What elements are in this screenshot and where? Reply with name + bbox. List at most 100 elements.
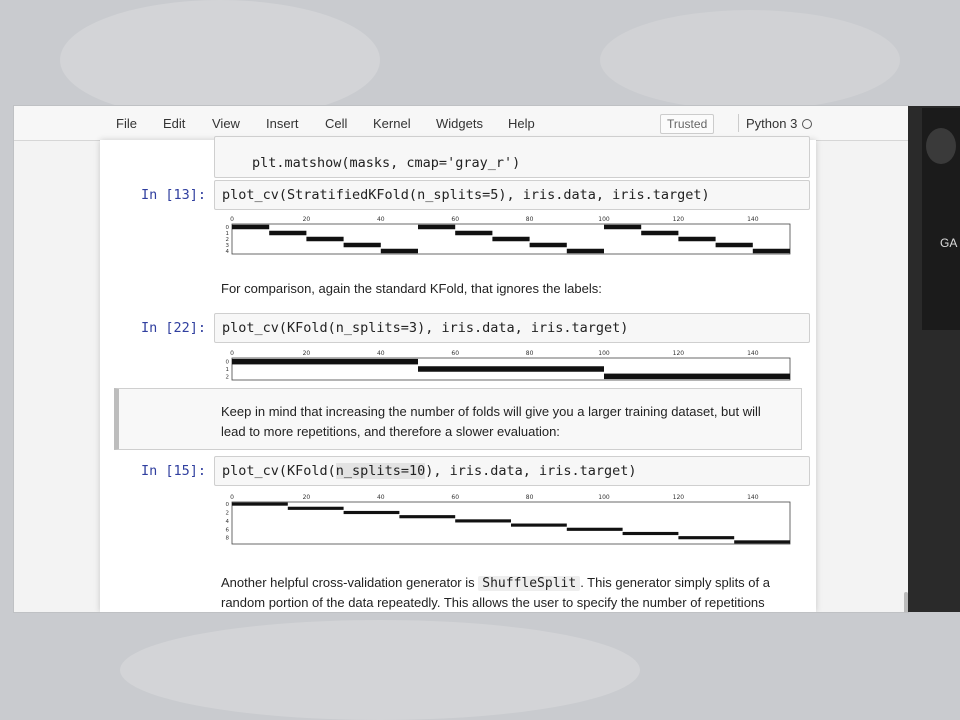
cell-prompt: In [15]: xyxy=(140,463,206,479)
test-fold-segment xyxy=(566,527,623,531)
y-tick-label: 2 xyxy=(226,511,230,517)
test-fold-segment xyxy=(715,242,753,248)
y-tick-label: 4 xyxy=(226,519,230,525)
test-fold-segment xyxy=(343,242,381,248)
x-tick-label: 100 xyxy=(598,494,610,501)
markdown-text: Another helpful cross-validation generat… xyxy=(221,573,770,594)
menu-insert[interactable]: Insert xyxy=(266,116,299,131)
markdown-text: Another helpful cross-validation generat… xyxy=(221,575,479,590)
x-tick-label: 20 xyxy=(303,350,311,357)
y-tick-label: 3 xyxy=(226,243,230,249)
x-tick-label: 80 xyxy=(526,216,534,223)
test-fold-segment xyxy=(455,519,511,523)
x-tick-label: 20 xyxy=(303,216,311,223)
code-line: plot_cv(KFold(n_splits=3), iris.data, ir… xyxy=(222,320,629,336)
cell-prompt: In [22]: xyxy=(140,320,206,336)
x-tick-label: 120 xyxy=(673,494,685,501)
code-cell-input[interactable] xyxy=(214,313,810,343)
test-fold-segment xyxy=(734,540,790,544)
test-fold-segment xyxy=(678,536,735,540)
x-tick-label: 140 xyxy=(747,350,759,357)
x-tick-label: 0 xyxy=(230,350,234,357)
background-blob xyxy=(60,0,380,120)
y-tick-label: 1 xyxy=(226,231,230,237)
test-fold-segment xyxy=(455,230,493,236)
menu-view[interactable]: View xyxy=(212,116,240,131)
webcam-figure xyxy=(926,128,956,164)
test-fold-segment xyxy=(641,230,679,236)
y-tick-label: 1 xyxy=(226,367,230,373)
code-line: plot_cv(KFold(n_splits=10), iris.data, i… xyxy=(222,463,637,479)
test-fold-segment xyxy=(511,523,567,527)
test-fold-segment xyxy=(604,373,790,380)
highlighted-code: n_splits=10 xyxy=(335,463,426,479)
x-tick-label: 60 xyxy=(451,494,459,501)
x-tick-label: 40 xyxy=(377,494,385,501)
test-fold-segment xyxy=(399,515,456,519)
kernel-name[interactable]: Python 3 xyxy=(746,116,798,131)
y-tick-label: 8 xyxy=(226,536,230,542)
x-tick-label: 60 xyxy=(451,350,459,357)
test-fold-segment xyxy=(306,236,344,242)
notebook-window: File Edit View Insert Cell Kernel Widget… xyxy=(14,106,908,612)
test-fold-segment xyxy=(232,358,418,365)
menu-edit[interactable]: Edit xyxy=(163,116,186,131)
trusted-badge[interactable]: Trusted xyxy=(660,114,715,134)
webcam-text: GA xyxy=(940,236,958,250)
y-tick-label: 0 xyxy=(226,225,230,231)
x-tick-label: 140 xyxy=(747,216,759,223)
test-fold-segment xyxy=(678,236,716,242)
x-tick-label: 20 xyxy=(303,494,311,501)
test-fold-segment xyxy=(529,242,567,248)
y-tick-label: 6 xyxy=(226,527,230,533)
code-cell-input[interactable] xyxy=(214,180,810,210)
markdown-text: . This generator simply splits of a xyxy=(580,575,770,590)
x-tick-label: 140 xyxy=(747,494,759,501)
markdown-text: For comparison, again the standard KFold… xyxy=(221,281,602,296)
cv-plot-kfold-10: 0 20 40 60 80 100 120 140 0 2 4 6 8 xyxy=(226,494,791,545)
test-fold-segment xyxy=(343,510,400,515)
x-tick-label: 120 xyxy=(673,216,685,223)
kernel-status-icon xyxy=(802,119,812,129)
inline-code: ShuffleSplit xyxy=(478,576,581,591)
test-fold-segment xyxy=(418,224,456,230)
x-tick-label: 100 xyxy=(598,216,610,223)
test-fold-segment xyxy=(269,230,307,236)
x-tick-label: 40 xyxy=(377,350,385,357)
code-text: plot_cv(KFold( xyxy=(222,463,336,479)
code-cell-input[interactable] xyxy=(214,136,810,178)
selected-markdown-cell[interactable] xyxy=(114,388,802,450)
code-line: plt.matshow(masks, cmap='gray_r') xyxy=(252,155,521,171)
x-tick-label: 120 xyxy=(673,350,685,357)
test-fold-segment xyxy=(232,224,270,230)
x-tick-label: 80 xyxy=(526,350,534,357)
test-fold-segment xyxy=(492,236,530,242)
x-tick-label: 80 xyxy=(526,494,534,501)
menu-kernel[interactable]: Kernel xyxy=(373,116,411,131)
test-fold-segment xyxy=(287,506,344,510)
background-blob xyxy=(600,10,900,110)
menu-bar: File Edit View Insert Cell Kernel Widget… xyxy=(14,106,908,141)
y-tick-label: 2 xyxy=(226,237,230,243)
cell-prompt: In [13]: xyxy=(140,187,206,203)
scrollbar[interactable] xyxy=(904,592,908,612)
code-cell-input[interactable] xyxy=(214,456,810,486)
menu-help[interactable]: Help xyxy=(508,116,535,131)
menu-file[interactable]: File xyxy=(116,116,137,131)
markdown-text: lead to more repetitions, and therefore … xyxy=(221,424,560,439)
background-blob xyxy=(120,620,640,720)
test-fold-segment xyxy=(232,502,288,506)
notebook-container: plt.matshow(masks, cmap='gray_r') In [13… xyxy=(100,136,816,612)
y-tick-label: 4 xyxy=(226,249,230,255)
test-fold-segment xyxy=(752,248,790,254)
test-fold-segment xyxy=(566,248,604,254)
menu-cell[interactable]: Cell xyxy=(325,116,348,131)
x-tick-label: 40 xyxy=(377,216,385,223)
markdown-text: random portion of the data repeatedly. T… xyxy=(221,595,765,610)
test-fold-segment xyxy=(380,248,418,254)
x-tick-label: 60 xyxy=(451,216,459,223)
y-tick-label: 0 xyxy=(226,360,230,366)
menu-widgets[interactable]: Widgets xyxy=(436,116,483,131)
